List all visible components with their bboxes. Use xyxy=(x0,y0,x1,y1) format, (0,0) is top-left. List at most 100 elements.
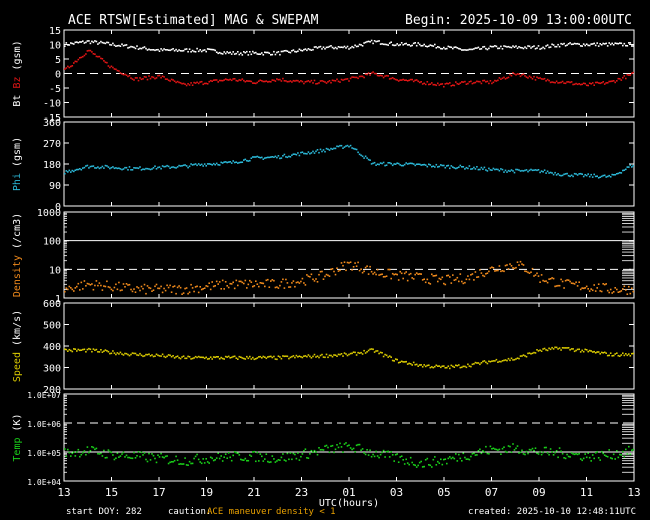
data-point xyxy=(208,282,210,284)
data-point xyxy=(503,76,505,79)
data-point xyxy=(203,357,206,360)
data-point xyxy=(524,453,526,456)
data-point xyxy=(271,53,274,56)
data-point xyxy=(384,43,386,46)
data-point xyxy=(64,448,66,450)
data-point xyxy=(570,348,573,350)
data-point xyxy=(188,84,191,86)
data-point xyxy=(166,284,168,287)
data-point xyxy=(539,77,541,79)
data-point xyxy=(255,358,257,360)
data-point xyxy=(64,290,66,293)
data-point xyxy=(567,455,570,458)
data-point xyxy=(122,283,125,285)
y-tick-label: -15 xyxy=(43,113,61,124)
data-point xyxy=(235,279,238,282)
data-point xyxy=(455,167,457,170)
data-point xyxy=(455,453,457,455)
data-point xyxy=(304,152,307,155)
data-point xyxy=(382,43,385,46)
data-point xyxy=(444,166,447,169)
data-point xyxy=(226,78,228,81)
data-point xyxy=(393,460,395,462)
data-point xyxy=(471,453,474,455)
data-point xyxy=(220,288,222,290)
data-point xyxy=(443,164,445,167)
data-point xyxy=(188,165,191,168)
data-point xyxy=(288,80,290,83)
y-tick-label: 10 xyxy=(49,41,61,52)
data-point xyxy=(546,281,549,284)
x-tick-label: 11 xyxy=(580,486,593,499)
data-point xyxy=(340,446,343,448)
data-point xyxy=(170,291,173,293)
data-point xyxy=(172,79,174,81)
data-point xyxy=(333,354,335,356)
data-point xyxy=(629,42,632,44)
data-point xyxy=(379,74,382,77)
data-point xyxy=(306,49,308,52)
data-point xyxy=(385,43,388,46)
data-point xyxy=(396,358,398,361)
data-point xyxy=(280,50,283,53)
data-point xyxy=(500,168,502,170)
data-point xyxy=(140,78,143,81)
data-point xyxy=(405,271,407,273)
data-point xyxy=(226,161,228,164)
data-point xyxy=(146,49,149,51)
data-point xyxy=(136,77,138,79)
data-point xyxy=(527,452,529,455)
data-point xyxy=(518,73,520,75)
data-point xyxy=(524,169,526,172)
data-point xyxy=(399,43,401,46)
data-point xyxy=(107,41,110,44)
data-point xyxy=(218,358,221,360)
panel-data xyxy=(64,144,634,179)
data-point xyxy=(65,170,68,172)
data-point xyxy=(74,41,77,44)
data-point xyxy=(336,78,338,81)
data-point xyxy=(151,76,153,78)
data-point xyxy=(483,451,486,453)
y-tick-label: 400 xyxy=(43,342,61,353)
data-point xyxy=(154,355,156,357)
data-point xyxy=(388,268,391,271)
data-point xyxy=(77,58,80,61)
data-point xyxy=(537,275,540,277)
data-point xyxy=(158,50,161,52)
data-point xyxy=(68,169,71,172)
data-point xyxy=(378,75,380,77)
panel-data xyxy=(64,39,634,88)
data-point xyxy=(369,41,371,43)
data-point xyxy=(166,78,168,80)
data-point xyxy=(282,355,284,357)
data-point xyxy=(279,356,281,358)
data-point xyxy=(421,164,424,166)
begin-time: Begin: 2025-10-09 13:00:00UTC xyxy=(405,13,632,28)
data-point xyxy=(572,348,574,350)
data-point xyxy=(307,275,310,278)
data-point xyxy=(390,356,392,358)
data-point xyxy=(351,45,353,48)
data-point xyxy=(506,264,508,266)
data-point xyxy=(238,161,241,164)
data-point xyxy=(492,81,495,84)
data-point xyxy=(169,461,171,464)
data-point xyxy=(588,456,591,459)
y-tick-label: 1.0E+05 xyxy=(27,449,61,458)
data-point xyxy=(206,358,209,360)
data-point xyxy=(352,447,355,450)
data-point xyxy=(268,461,271,464)
data-point xyxy=(417,163,419,165)
data-point xyxy=(182,463,185,465)
data-point xyxy=(631,72,633,75)
data-point xyxy=(328,354,331,357)
y-tick-label: 1000 xyxy=(37,208,61,219)
data-point xyxy=(297,50,299,52)
data-point xyxy=(443,365,445,367)
data-point xyxy=(104,457,107,459)
data-point xyxy=(423,465,425,468)
data-point xyxy=(175,455,177,458)
data-point xyxy=(206,461,209,463)
data-point xyxy=(226,457,228,459)
